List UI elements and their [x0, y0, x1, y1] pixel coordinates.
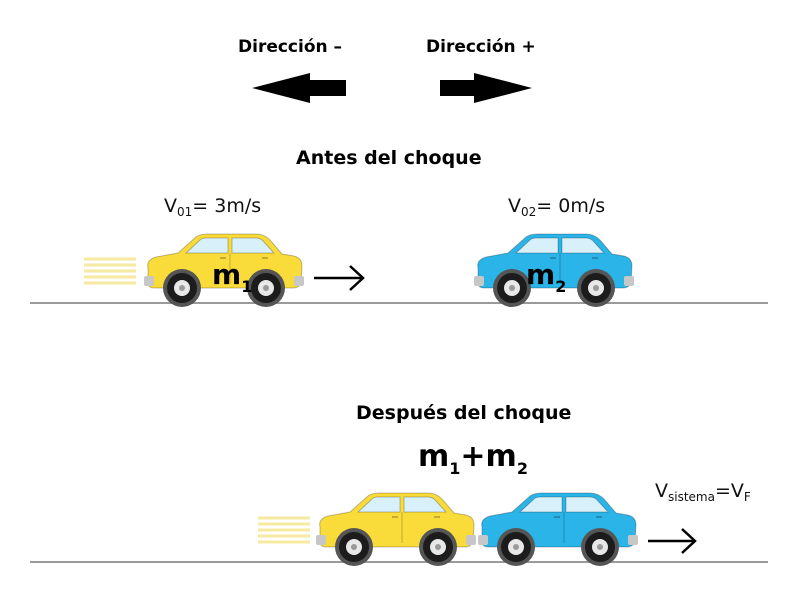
after-title: Después del choque	[356, 402, 572, 424]
car2-velocity-label: V02= 0m/s	[508, 195, 606, 219]
arrow-left-icon	[252, 73, 346, 103]
direction-negative-label: Dirección –	[238, 37, 343, 57]
ground-line-after	[30, 561, 768, 563]
system-velocity-label: Vsistema=VF	[655, 480, 751, 504]
car1-mass-label: m1	[212, 258, 252, 296]
car2-mass-label: m2	[526, 258, 566, 296]
direction-positive-label: Dirección +	[426, 37, 536, 57]
speed-lines-after	[256, 516, 312, 544]
before-title: Antes del choque	[296, 147, 482, 169]
combined-mass-label: m1+m2	[418, 439, 528, 478]
system-direction-arrow-icon	[648, 528, 697, 554]
car1-velocity-label: V01= 3m/s	[164, 195, 262, 219]
speed-lines-before	[82, 257, 138, 285]
car-2-after-collision	[477, 492, 639, 567]
ground-line-before	[30, 302, 768, 304]
car1-direction-arrow-icon	[314, 265, 365, 291]
car-1-after-collision	[315, 492, 477, 567]
arrow-right-icon	[440, 73, 532, 103]
